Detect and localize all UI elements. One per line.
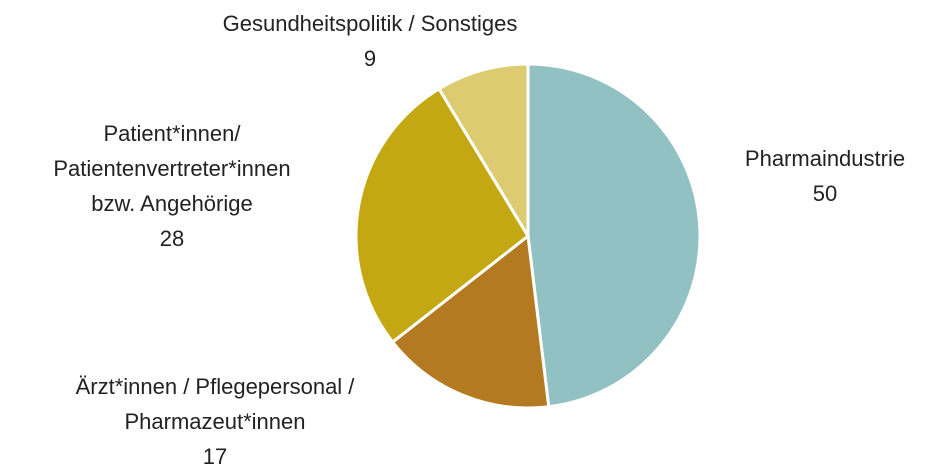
pie-slice [390, 233, 551, 410]
value-label: 17 [203, 444, 227, 468]
slice-label: Pharmazeut*innen [124, 409, 305, 434]
value-label: 28 [160, 226, 184, 251]
slice-label: bzw. Angehörige [91, 191, 252, 216]
slice-label: Patientenvertreter*innen [53, 156, 290, 181]
pie-slice [526, 62, 702, 409]
value-label: 9 [364, 46, 376, 71]
slice-label: Ärzt*innen / Pflegepersonal / [76, 374, 356, 399]
slice-label: Pharmaindustrie [745, 146, 905, 171]
value-label: 50 [813, 181, 837, 206]
pie-slice [354, 86, 530, 345]
slice-label: Patient*innen/ [104, 121, 242, 146]
pie-slice [436, 62, 530, 242]
slice-label: Gesundheitspolitik / Sonstiges [223, 11, 518, 36]
